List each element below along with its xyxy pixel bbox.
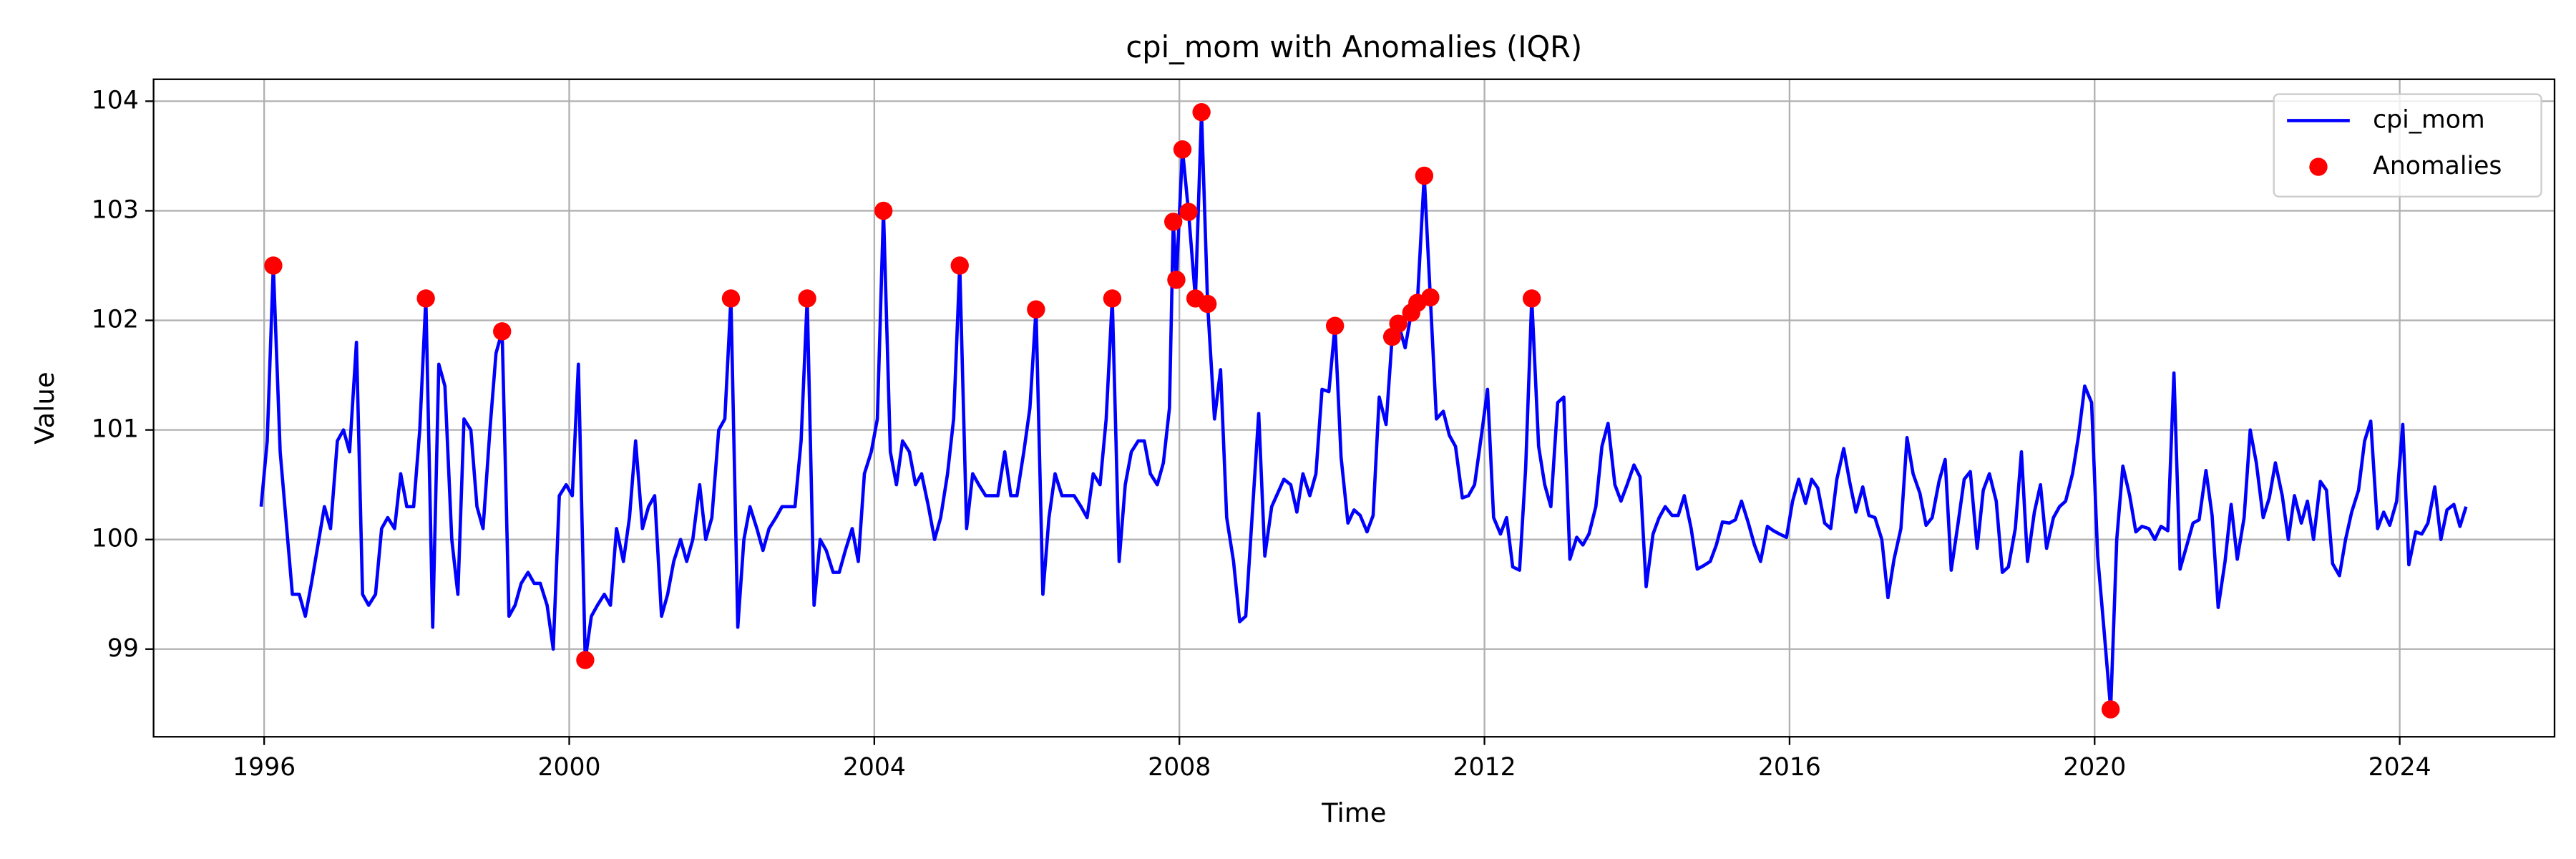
y-axis-label: Value: [29, 372, 60, 444]
axes-frame: [152, 78, 2556, 738]
anomaly-point: [950, 256, 969, 275]
y-tick-label: 102: [92, 306, 139, 334]
anomaly-point: [798, 289, 816, 308]
anomaly-point: [1103, 289, 1122, 308]
anomaly-point: [1198, 294, 1217, 314]
legend-label: Anomalies: [2373, 152, 2502, 180]
anomaly-point: [264, 256, 283, 275]
anomaly-point: [1179, 203, 1198, 221]
anomaly-point: [2101, 700, 2120, 719]
anomaly-point: [1173, 140, 1192, 159]
y-tick-label: 99: [107, 634, 139, 663]
x-tick-label: 2004: [843, 753, 906, 782]
anomaly-point: [1167, 271, 1186, 289]
plot-area: [259, 103, 2468, 719]
y-tick-label: 100: [92, 525, 139, 553]
anomaly-point: [1522, 289, 1541, 308]
x-tick-label: 2020: [2063, 753, 2126, 782]
anomaly-point: [1389, 314, 1407, 333]
y-tick-label: 103: [92, 195, 139, 224]
x-tick-label: 2000: [537, 753, 600, 782]
chart-title: cpi_mom with Anomalies (IQR): [1126, 29, 1582, 64]
legend-marker: [2309, 157, 2328, 176]
y-tick-label: 101: [92, 415, 139, 444]
x-axis-label: Time: [1321, 797, 1386, 828]
anomaly-point: [493, 322, 512, 341]
data-line: [259, 110, 2468, 712]
anomaly-point: [721, 289, 741, 308]
legend: cpi_mom Anomalies: [2273, 93, 2542, 198]
anomaly-point: [1192, 103, 1211, 122]
x-tick-label: 2008: [1148, 753, 1211, 782]
x-tick-label: 2012: [1453, 753, 1516, 782]
y-tick-label: 104: [92, 86, 139, 115]
anomaly-point: [1164, 213, 1183, 231]
x-tick-label: 2024: [2368, 753, 2431, 782]
anomaly-point: [1027, 300, 1045, 319]
anomaly-point: [416, 289, 435, 308]
x-tick-label: 2016: [1758, 753, 1821, 782]
anomaly-point: [576, 651, 595, 669]
anomaly-point: [874, 201, 893, 220]
anomaly-point: [1421, 288, 1440, 307]
legend-label: cpi_mom: [2373, 105, 2485, 134]
x-tick-label: 1996: [233, 753, 296, 782]
anomaly-point: [1325, 316, 1345, 335]
ticks: 1996 2000 2004 2008 2012 2016 2020 2024 99 100 101…: [92, 86, 2431, 782]
anomaly-point: [1415, 166, 1434, 185]
